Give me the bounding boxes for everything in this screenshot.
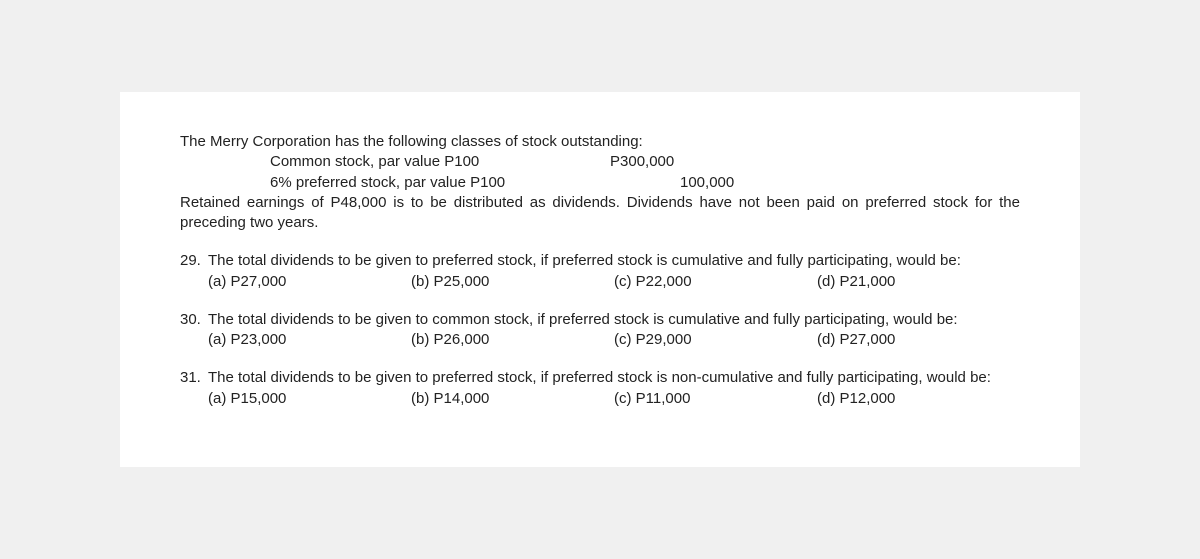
question-number: 29. xyxy=(180,251,208,271)
answer-options: (a) P23,000 (b) P26,000 (c) P29,000 (d) … xyxy=(180,330,1020,350)
question-text: The total dividends to be given to commo… xyxy=(208,310,1020,330)
question-number: 30. xyxy=(180,310,208,330)
question-31: 31. The total dividends to be given to p… xyxy=(180,368,1020,409)
option-a: (a) P23,000 xyxy=(208,330,411,350)
question-text: The total dividends to be given to prefe… xyxy=(208,251,1020,271)
document-page: The Merry Corporation has the following … xyxy=(120,92,1080,467)
preferred-stock-label: 6% preferred stock, par value P100 xyxy=(270,173,680,193)
option-b: (b) P26,000 xyxy=(411,330,614,350)
question-29: 29. The total dividends to be given to p… xyxy=(180,251,1020,292)
preferred-stock-value: 100,000 xyxy=(680,173,734,193)
option-c: (c) P29,000 xyxy=(614,330,817,350)
question-text: The total dividends to be given to prefe… xyxy=(208,368,1020,388)
question-number: 31. xyxy=(180,368,208,388)
option-d: (d) P21,000 xyxy=(817,272,1020,292)
option-a: (a) P27,000 xyxy=(208,272,411,292)
option-c: (c) P11,000 xyxy=(614,389,817,409)
answer-options: (a) P27,000 (b) P25,000 (c) P22,000 (d) … xyxy=(180,272,1020,292)
common-stock-row: Common stock, par value P100 P300,000 xyxy=(180,152,1020,172)
answer-options: (a) P15,000 (b) P14,000 (c) P11,000 (d) … xyxy=(180,389,1020,409)
option-d: (d) P27,000 xyxy=(817,330,1020,350)
option-b: (b) P25,000 xyxy=(411,272,614,292)
preferred-stock-row: 6% preferred stock, par value P100 100,0… xyxy=(180,173,1020,193)
common-stock-label: Common stock, par value P100 xyxy=(270,152,610,172)
option-a: (a) P15,000 xyxy=(208,389,411,409)
question-30: 30. The total dividends to be given to c… xyxy=(180,310,1020,351)
intro-line2: Retained earnings of P48,000 is to be di… xyxy=(180,193,1020,234)
option-c: (c) P22,000 xyxy=(614,272,817,292)
problem-intro: The Merry Corporation has the following … xyxy=(180,132,1020,233)
intro-line1: The Merry Corporation has the following … xyxy=(180,132,1020,152)
option-b: (b) P14,000 xyxy=(411,389,614,409)
common-stock-value: P300,000 xyxy=(610,152,730,172)
option-d: (d) P12,000 xyxy=(817,389,1020,409)
